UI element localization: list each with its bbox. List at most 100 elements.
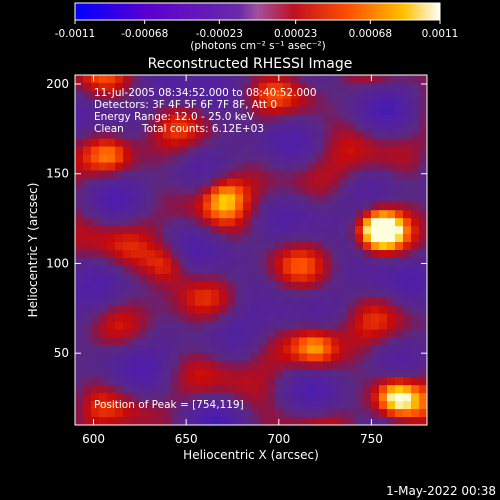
image-pixel [331, 353, 340, 362]
image-pixel [187, 305, 196, 315]
image-pixel [203, 385, 212, 394]
image-pixel [99, 162, 108, 171]
image-pixel [371, 98, 380, 108]
image-pixel [147, 226, 156, 235]
image-pixel [419, 146, 428, 156]
image-pixel [355, 75, 364, 84]
image-pixel [115, 154, 124, 163]
image-pixel [91, 114, 100, 124]
image-pixel [219, 313, 228, 323]
image-pixel [99, 130, 108, 140]
image-pixel [195, 146, 204, 156]
image-pixel [83, 90, 92, 100]
image-pixel [107, 377, 116, 386]
image-pixel [163, 265, 172, 275]
image-pixel [411, 289, 420, 299]
image-pixel [155, 369, 164, 378]
image-pixel [171, 281, 180, 291]
image-pixel [147, 114, 156, 124]
image-pixel [331, 82, 340, 92]
image-pixel [267, 234, 276, 243]
image-pixel [419, 154, 428, 163]
image-pixel [379, 265, 388, 275]
image-pixel [99, 90, 108, 100]
image-pixel [339, 297, 348, 307]
image-pixel [227, 226, 236, 235]
image-pixel [155, 353, 164, 362]
image-pixel [379, 178, 388, 187]
image-pixel [411, 305, 420, 315]
image-pixel [419, 210, 428, 219]
image-pixel [267, 361, 276, 370]
image-pixel [211, 401, 220, 410]
image-pixel [387, 265, 396, 275]
image-pixel [91, 82, 100, 92]
image-pixel [267, 98, 276, 108]
image-pixel [283, 250, 292, 259]
image-pixel [115, 337, 124, 346]
image-pixel [267, 385, 276, 394]
image-pixel [299, 242, 308, 251]
image-pixel [291, 401, 300, 410]
image-pixel [147, 130, 156, 140]
image-pixel [163, 353, 172, 362]
image-pixel [371, 186, 380, 195]
image-pixel [403, 234, 412, 243]
image-pixel [299, 361, 308, 370]
image-pixel [155, 194, 164, 203]
image-pixel [403, 242, 412, 251]
image-pixel [283, 82, 292, 92]
image-pixel [339, 210, 348, 219]
image-pixel [131, 289, 140, 299]
image-pixel [387, 194, 396, 203]
image-pixel [75, 202, 84, 211]
image-pixel [91, 297, 100, 307]
image-pixel [315, 281, 324, 291]
image-pixel [115, 98, 124, 108]
image-pixel [75, 401, 84, 410]
image-pixel [259, 297, 268, 307]
image-pixel [187, 226, 196, 235]
image-pixel [275, 82, 284, 92]
image-pixel [355, 265, 364, 275]
image-pixel [347, 194, 356, 203]
image-pixel [139, 210, 148, 219]
image-pixel [171, 75, 180, 84]
image-pixel [163, 305, 172, 315]
image-pixel [267, 202, 276, 211]
image-pixel [107, 289, 116, 299]
image-pixel [395, 82, 404, 92]
image-pixel [339, 170, 348, 179]
image-pixel [187, 234, 196, 243]
image-pixel [371, 146, 380, 156]
image-pixel [283, 178, 292, 187]
image-pixel [243, 138, 252, 148]
image-pixel [219, 353, 228, 362]
image-pixel [355, 154, 364, 163]
image-pixel [123, 178, 132, 187]
image-pixel [355, 82, 364, 92]
image-pixel [203, 226, 212, 235]
image-pixel [283, 90, 292, 100]
image-pixel [291, 313, 300, 323]
image-pixel [227, 234, 236, 243]
image-pixel [75, 353, 84, 362]
image-pixel [171, 345, 180, 354]
image-pixel [131, 178, 140, 187]
image-pixel [139, 393, 148, 402]
image-pixel [419, 226, 428, 235]
image-pixel [163, 337, 172, 346]
image-pixel [331, 178, 340, 187]
image-pixel [347, 281, 356, 291]
image-pixel [259, 75, 268, 84]
image-pixel [363, 377, 372, 386]
image-pixel [171, 114, 180, 124]
image-pixel [147, 409, 156, 418]
image-pixel [203, 250, 212, 259]
image-pixel [419, 273, 428, 283]
image-pixel [331, 194, 340, 203]
image-pixel [91, 345, 100, 354]
image-pixel [323, 289, 332, 299]
image-pixel [379, 130, 388, 140]
